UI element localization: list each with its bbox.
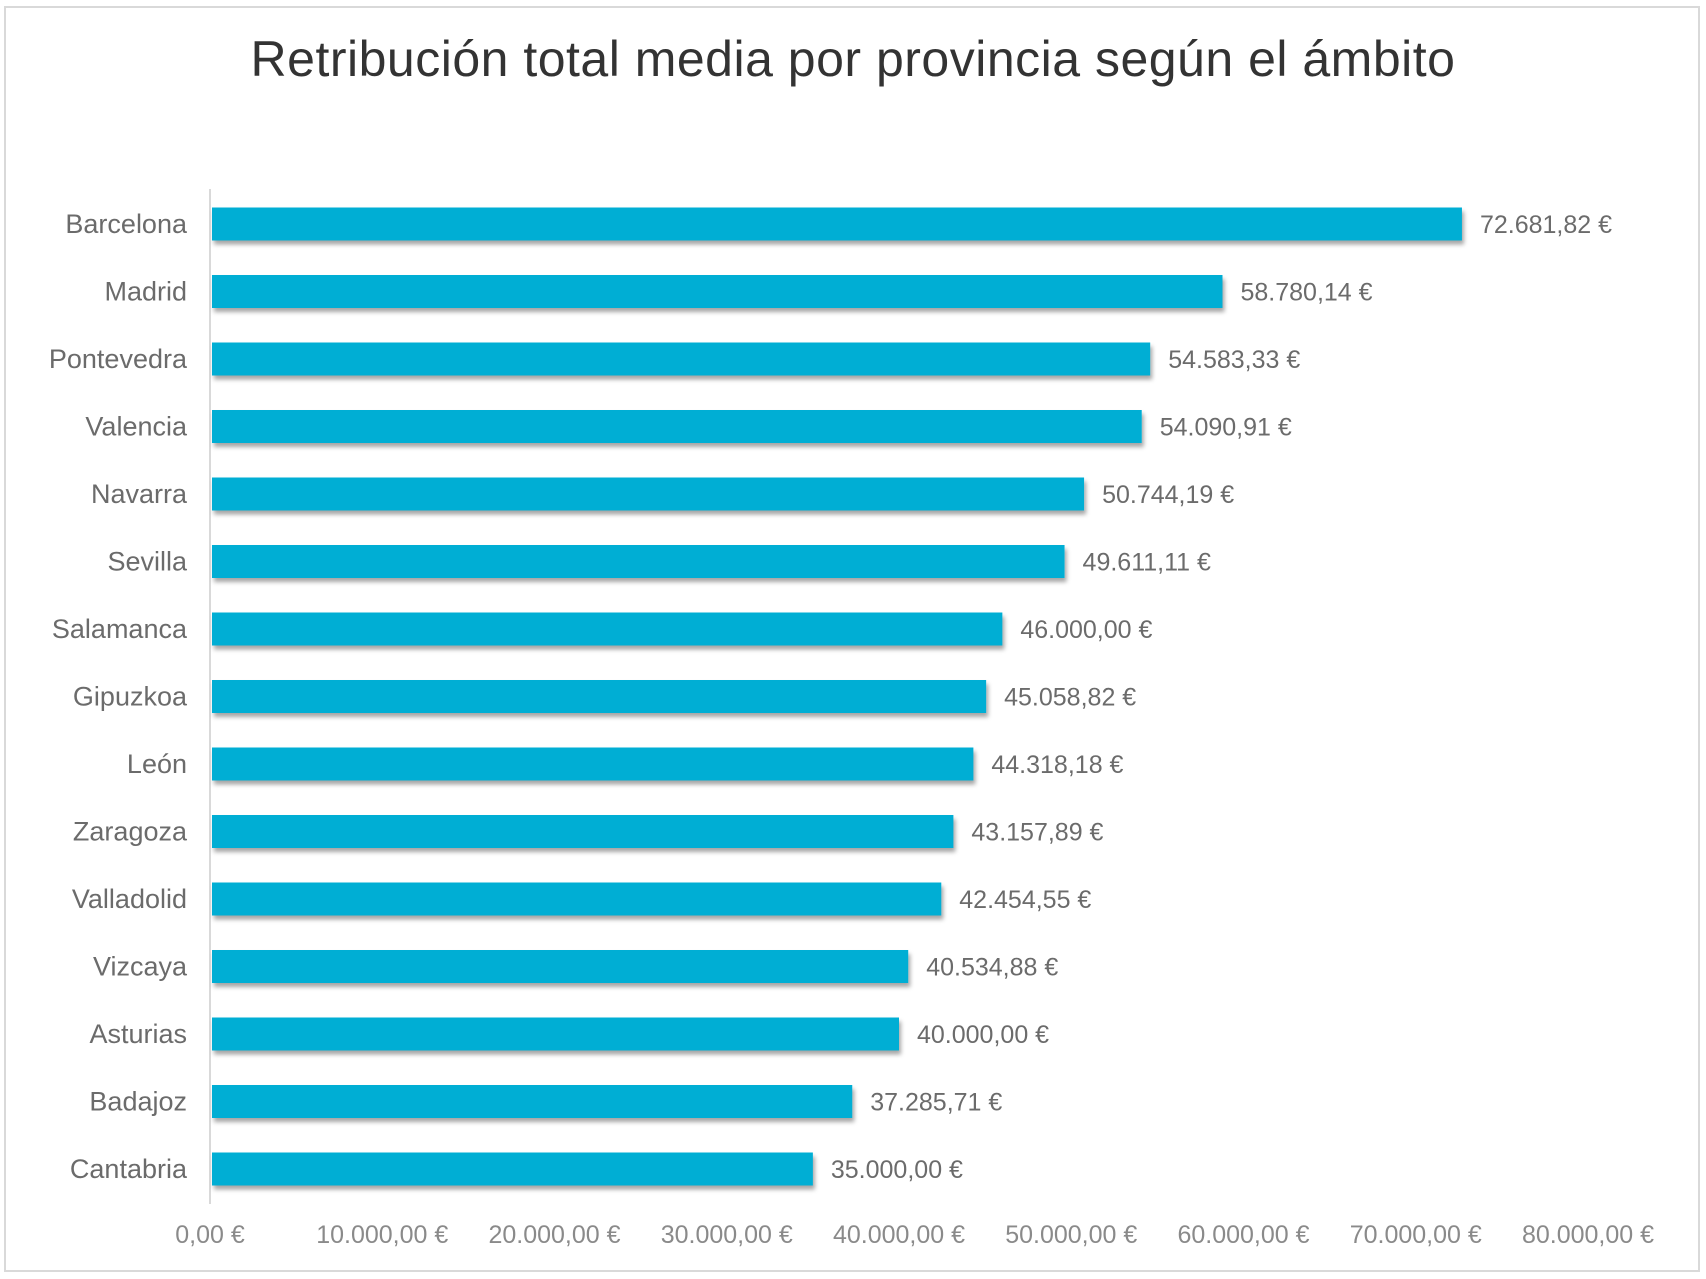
category-label: Cantabria — [70, 1154, 188, 1184]
x-tick-label: 0,00 € — [175, 1221, 245, 1249]
data-label: 54.090,91 € — [1160, 414, 1292, 442]
category-label: Sevilla — [107, 547, 188, 577]
data-label: 35.000,00 € — [831, 1156, 963, 1184]
data-label: 40.534,88 € — [926, 954, 1058, 982]
category-label: Gipuzkoa — [73, 682, 188, 712]
bar — [212, 342, 1151, 376]
bar — [212, 1017, 899, 1051]
bar — [212, 747, 974, 781]
data-label: 46.000,00 € — [1020, 616, 1152, 644]
bar — [212, 207, 1462, 241]
data-label: 44.318,18 € — [991, 751, 1123, 779]
x-tick-label: 30.000,00 € — [661, 1221, 793, 1249]
category-label: Valencia — [85, 412, 188, 442]
bar — [212, 1085, 853, 1118]
category-label: Pontevedra — [49, 344, 188, 374]
bar — [212, 680, 987, 713]
category-label: Vizcaya — [93, 952, 188, 982]
category-label: Salamanca — [52, 614, 188, 644]
category-label: Badajoz — [89, 1087, 187, 1117]
bar — [212, 477, 1085, 511]
data-label: 49.611,11 € — [1083, 549, 1211, 577]
data-label: 45.058,82 € — [1004, 684, 1136, 712]
bar — [212, 882, 942, 916]
data-label: 50.744,19 € — [1102, 481, 1234, 509]
chart-title: Retribución total media por provincia se… — [250, 31, 1456, 87]
data-label: 37.285,71 € — [870, 1089, 1002, 1117]
bar — [212, 1152, 813, 1186]
category-label: Zaragoza — [73, 817, 188, 847]
x-tick-label: 50.000,00 € — [1005, 1221, 1137, 1249]
x-tick-label: 20.000,00 € — [488, 1221, 620, 1249]
category-label: Valladolid — [72, 884, 187, 914]
category-label: Asturias — [89, 1019, 187, 1049]
category-label: Madrid — [104, 277, 187, 307]
bar — [212, 950, 909, 983]
bar — [212, 815, 954, 848]
data-label: 40.000,00 € — [917, 1021, 1049, 1049]
x-tick-label: 60.000,00 € — [1177, 1221, 1309, 1249]
category-label: León — [127, 749, 187, 779]
category-label: Barcelona — [65, 209, 188, 239]
x-tick-label: 80.000,00 € — [1522, 1221, 1654, 1249]
data-label: 42.454,55 € — [959, 886, 1091, 914]
data-label: 58.780,14 € — [1240, 279, 1372, 307]
bar — [212, 545, 1065, 578]
bar — [212, 275, 1223, 308]
data-label: 43.157,89 € — [971, 819, 1103, 847]
bar — [212, 410, 1142, 443]
x-tick-label: 10.000,00 € — [316, 1221, 448, 1249]
bar — [212, 612, 1003, 646]
data-label: 72.681,82 € — [1480, 211, 1612, 239]
data-label: 54.583,33 € — [1168, 346, 1300, 374]
x-tick-label: 70.000,00 € — [1350, 1221, 1482, 1249]
category-label: Navarra — [91, 479, 188, 509]
x-tick-label: 40.000,00 € — [833, 1221, 965, 1249]
